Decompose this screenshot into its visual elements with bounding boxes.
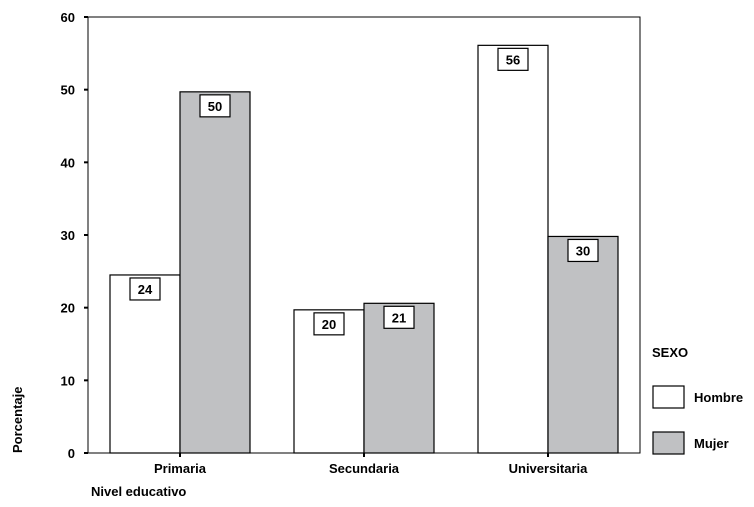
x-tick-label: Secundaria (329, 461, 400, 476)
bar-hombre (477, 44, 549, 454)
data-label-box (567, 238, 599, 263)
legend-label-hombre: Hombre (694, 390, 743, 405)
x-tick-label: Primaria (154, 461, 207, 476)
legend: SEXO Hombre Mujer (652, 345, 743, 455)
data-label: 56 (506, 52, 520, 67)
legend-swatch-mujer (652, 431, 685, 455)
data-label-box (383, 305, 415, 329)
data-label: 50 (208, 99, 222, 114)
bar-mujer (179, 91, 251, 454)
bar-mujer (547, 235, 619, 454)
y-tick-label: 50 (61, 83, 75, 98)
data-label: 21 (392, 310, 406, 325)
y-tick-label: 10 (61, 373, 75, 388)
y-tick-label: 30 (61, 228, 75, 243)
data-label: 20 (322, 317, 336, 332)
data-label: 24 (138, 282, 153, 297)
y-tick-label: 60 (61, 10, 75, 25)
y-tick-label: 0 (68, 446, 75, 461)
y-tick-label: 40 (61, 155, 75, 170)
legend-title: SEXO (652, 345, 688, 360)
data-label-box (497, 47, 529, 71)
x-axis-label: Nivel educativo (91, 484, 186, 499)
y-tick-label: 20 (61, 301, 75, 316)
bar-hombre (109, 274, 181, 454)
data-label-box (129, 277, 161, 301)
legend-swatch-hombre (652, 385, 685, 409)
data-label-box (199, 94, 231, 118)
legend-label-mujer: Mujer (694, 436, 729, 451)
x-tick-label: Universitaria (509, 461, 589, 476)
y-axis-label: Porcentaje (10, 387, 25, 453)
data-label-box (313, 312, 345, 336)
data-label: 30 (576, 243, 590, 258)
